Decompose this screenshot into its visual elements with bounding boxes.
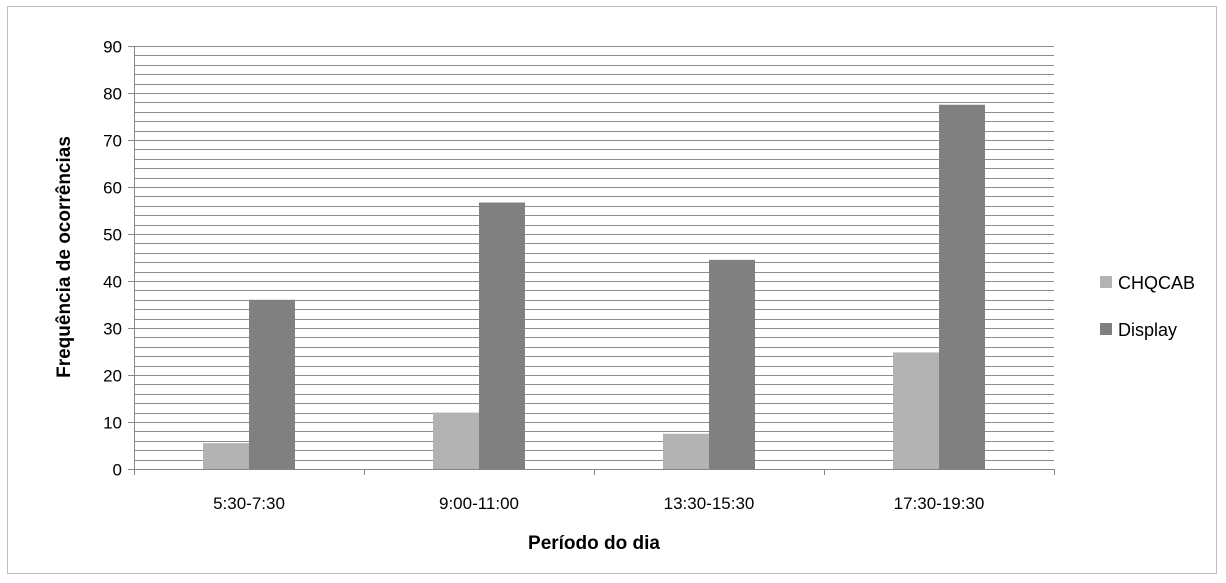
y-tick-label: 20 — [103, 367, 122, 386]
bar-chqcab-3 — [663, 433, 709, 469]
bar-display-4 — [939, 104, 985, 469]
bar-chqcab-1 — [203, 443, 249, 469]
bar-display-3 — [709, 259, 755, 469]
legend: CHQCAB Display — [1100, 273, 1195, 340]
bars — [203, 104, 985, 469]
x-axis-title: Período do dia — [528, 533, 660, 554]
bar-display-1 — [249, 299, 295, 469]
bar-chqcab-2 — [433, 412, 479, 469]
legend-swatch-display — [1100, 323, 1112, 335]
y-axis-title: Frequência de ocorrências — [54, 136, 75, 378]
bar-display-2 — [479, 202, 525, 469]
x-tick-label: 9:00-11:00 — [439, 494, 519, 513]
axes: 0 10 20 30 40 50 60 70 80 90 5:30-7:30 9:00-11:00 13… — [103, 38, 1055, 513]
y-tick-label: 30 — [103, 320, 122, 339]
x-tick-label: 17:30-19:30 — [894, 494, 985, 513]
y-tick-label: 80 — [103, 85, 122, 104]
legend-label-display: Display — [1118, 320, 1177, 340]
bar-chqcab-4 — [893, 352, 939, 469]
y-tick-label: 60 — [103, 179, 122, 198]
legend-swatch-chqcab — [1100, 276, 1112, 288]
y-tick-label: 90 — [103, 38, 122, 57]
y-tick-label: 40 — [103, 273, 122, 292]
x-tick-label: 5:30-7:30 — [213, 494, 285, 513]
y-tick-label: 70 — [103, 132, 122, 151]
chart-frame — [7, 6, 1217, 574]
legend-label-chqcab: CHQCAB — [1118, 273, 1195, 293]
y-tick-label: 10 — [103, 414, 122, 433]
y-tick-label: 0 — [113, 461, 122, 480]
y-tick-label: 50 — [103, 226, 122, 245]
x-tick-label: 13:30-15:30 — [664, 494, 755, 513]
